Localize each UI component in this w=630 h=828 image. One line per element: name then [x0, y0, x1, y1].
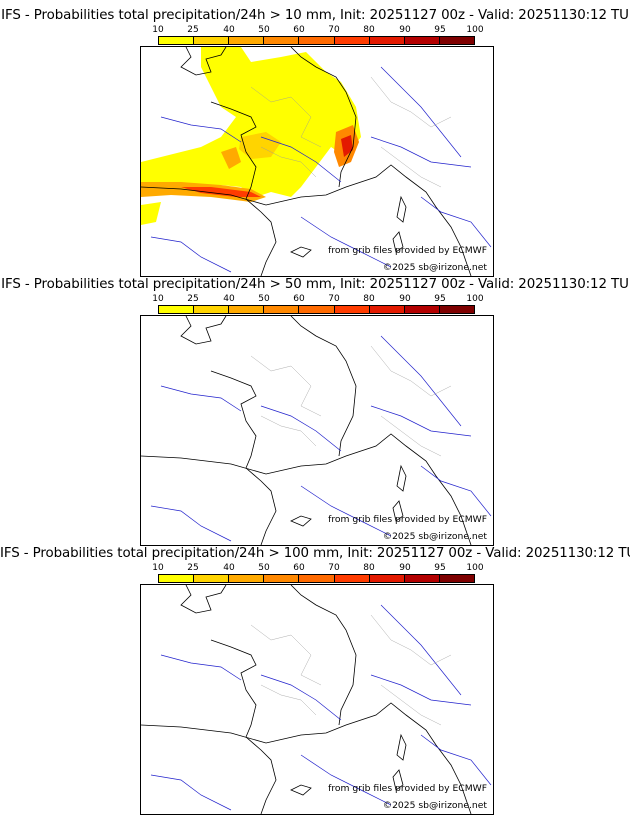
- color-scale-labels: 10 25 40 50 60 70 80 90 95 100: [146, 563, 502, 574]
- scale-tick: 60: [293, 563, 305, 573]
- scale-swatch: [194, 37, 230, 44]
- scale-swatch: [194, 306, 230, 313]
- map-panel-10mm: IFS - Probabilities total precipitation/…: [0, 8, 630, 278]
- scale-tick: 100: [466, 563, 484, 573]
- scale-tick: 95: [434, 563, 446, 573]
- panel-title: IFS - Probabilities total precipitation/…: [0, 546, 630, 561]
- scale-swatch: [439, 306, 474, 313]
- color-scale-labels: 10 25 40 50 60 70 80 90 95 100: [146, 25, 502, 36]
- scale-tick: 70: [328, 563, 340, 573]
- scale-swatch: [369, 37, 405, 44]
- scale-swatch: [299, 306, 335, 313]
- map-panel-50mm: IFS - Probabilities total precipitation/…: [0, 277, 630, 547]
- scale-tick: 10: [152, 294, 164, 304]
- scale-tick: 50: [258, 563, 270, 573]
- admin-boundaries: [250, 345, 452, 457]
- coastlines: [141, 585, 472, 814]
- scale-swatch: [439, 37, 474, 44]
- rivers: [150, 335, 492, 542]
- color-scale-bar: [158, 36, 475, 45]
- scale-tick: 70: [328, 294, 340, 304]
- scale-swatch: [264, 37, 300, 44]
- credit-copyright: ©2025 sb@irizone.net: [382, 262, 487, 273]
- credit-copyright: ©2025 sb@irizone.net: [382, 531, 487, 542]
- scale-swatch: [404, 37, 440, 44]
- precipitation-probability-areas: [141, 47, 361, 225]
- color-scale-labels: 10 25 40 50 60 70 80 90 95 100: [146, 294, 502, 305]
- scale-swatch: [439, 575, 474, 582]
- credit-copyright: ©2025 sb@irizone.net: [382, 800, 487, 811]
- scale-swatch: [404, 575, 440, 582]
- credit-source: from grib files provided by ECMWF: [328, 245, 487, 256]
- scale-tick: 80: [363, 25, 375, 35]
- scale-swatch: [334, 575, 370, 582]
- scale-swatch: [159, 37, 195, 44]
- color-scale-bar: [158, 305, 475, 314]
- scale-swatch: [159, 575, 195, 582]
- scale-tick: 60: [293, 25, 305, 35]
- scale-tick: 25: [187, 563, 199, 573]
- coastlines: [141, 47, 472, 276]
- scale-tick: 60: [293, 294, 305, 304]
- scale-swatch: [229, 306, 265, 313]
- scale-tick: 100: [466, 25, 484, 35]
- scale-tick: 70: [328, 25, 340, 35]
- credit-source: from grib files provided by ECMWF: [328, 783, 487, 794]
- scale-tick: 50: [258, 25, 270, 35]
- scale-tick: 40: [223, 563, 235, 573]
- scale-swatch: [229, 37, 265, 44]
- scale-tick: 80: [363, 563, 375, 573]
- scale-tick: 80: [363, 294, 375, 304]
- scale-tick: 25: [187, 294, 199, 304]
- panel-title: IFS - Probabilities total precipitation/…: [1, 8, 629, 23]
- scale-swatch: [404, 306, 440, 313]
- scale-swatch: [264, 306, 300, 313]
- scale-tick: 40: [223, 294, 235, 304]
- scale-tick: 10: [152, 563, 164, 573]
- scale-swatch: [159, 306, 195, 313]
- scale-swatch: [299, 37, 335, 44]
- scale-swatch: [369, 575, 405, 582]
- scale-tick: 95: [434, 294, 446, 304]
- france-map: from grib files provided by ECMWF ©2025 …: [140, 46, 494, 277]
- scale-tick: 100: [466, 294, 484, 304]
- scale-tick: 10: [152, 25, 164, 35]
- admin-boundaries: [250, 614, 452, 726]
- scale-swatch: [194, 575, 230, 582]
- rivers: [150, 66, 492, 273]
- panel-title: IFS - Probabilities total precipitation/…: [1, 277, 629, 292]
- scale-tick: 95: [434, 25, 446, 35]
- scale-swatch: [229, 575, 265, 582]
- scale-tick: 40: [223, 25, 235, 35]
- color-scale-bar: [158, 574, 475, 583]
- scale-tick: 90: [399, 563, 411, 573]
- scale-swatch: [299, 575, 335, 582]
- scale-tick: 90: [399, 25, 411, 35]
- scale-swatch: [334, 306, 370, 313]
- france-map: from grib files provided by ECMWF ©2025 …: [140, 315, 494, 546]
- credit-source: from grib files provided by ECMWF: [328, 514, 487, 525]
- scale-tick: 90: [399, 294, 411, 304]
- coastlines: [141, 316, 472, 545]
- scale-swatch: [369, 306, 405, 313]
- scale-tick: 25: [187, 25, 199, 35]
- admin-boundaries: [250, 76, 452, 188]
- scale-swatch: [334, 37, 370, 44]
- france-map: from grib files provided by ECMWF ©2025 …: [140, 584, 494, 815]
- scale-tick: 50: [258, 294, 270, 304]
- rivers: [150, 604, 492, 811]
- map-panel-100mm: IFS - Probabilities total precipitation/…: [0, 546, 630, 818]
- scale-swatch: [264, 575, 300, 582]
